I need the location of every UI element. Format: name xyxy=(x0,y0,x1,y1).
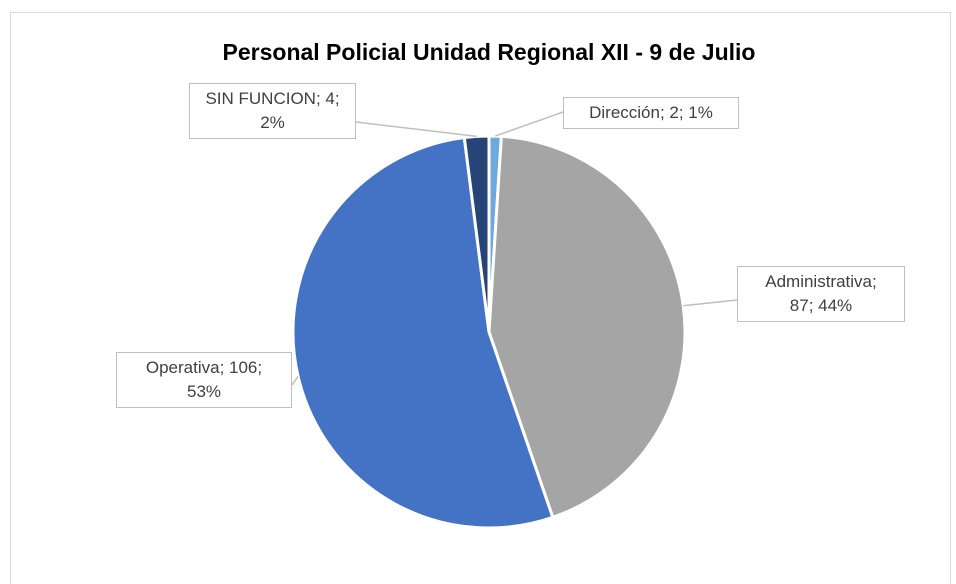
leader-line xyxy=(355,121,477,138)
leader-line xyxy=(683,299,738,307)
pie-slice xyxy=(462,134,491,333)
leader-line xyxy=(291,376,299,386)
leader-line xyxy=(494,111,564,137)
data-label: SIN FUNCION; 4; 2% xyxy=(189,83,356,139)
pie-slice xyxy=(487,134,687,520)
data-label: Operativa; 106; 53% xyxy=(116,352,292,408)
chart-title: Personal Policial Unidad Regional XII - … xyxy=(223,39,756,65)
data-label: Dirección; 2; 1% xyxy=(563,97,739,129)
pie-slice xyxy=(291,135,555,530)
data-label: Administrativa; 87; 44% xyxy=(737,266,905,322)
